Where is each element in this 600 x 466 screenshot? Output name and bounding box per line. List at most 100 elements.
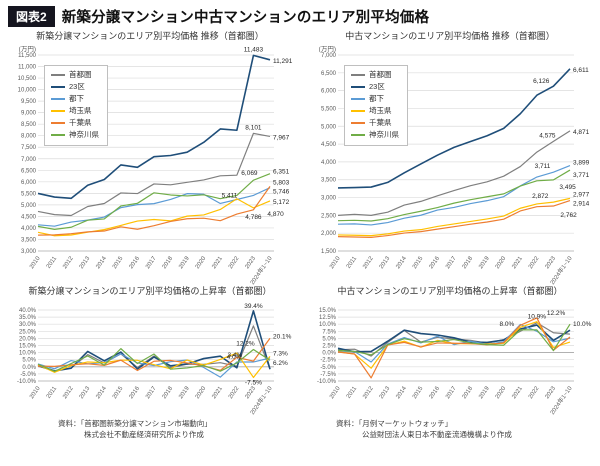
chart-title-new-price: 新築分譲マンションのエリア別平均価格 推移（首都圏） (36, 31, 264, 41)
chart-title-used-price: 中古マンションのエリア別平均価格 推移（首都圏） (345, 31, 555, 41)
legend-swatch (51, 86, 65, 89)
y-tick-label: 7,000 (321, 53, 337, 59)
x-tick-label: 2018 (462, 385, 475, 400)
x-tick-label: 2015 (112, 385, 125, 400)
x-tick-label: 2010 (29, 385, 42, 400)
x-tick-label: 2015 (412, 255, 425, 270)
x-tick-label: 2019 (478, 385, 491, 400)
series-line-千葉県 (37, 186, 271, 236)
chart-legend: 首都圏 23区 都下 埼玉県 千葉県 神奈川県 (44, 65, 108, 146)
y-tick-label: 5,000 (321, 124, 337, 130)
footnote-left-line2: 株式会社不動産経済研究所より作成 (84, 429, 204, 439)
used-price-line-chart: 1,500 2,000 2,500 3,000 3,500 4,000 4,500 5,000… (302, 43, 598, 286)
y-tick-label: 2,500 (321, 213, 337, 219)
legend-item: 都下 (351, 93, 399, 105)
x-tick-label: 2017 (145, 385, 158, 400)
legend-item: 神奈川県 (51, 129, 99, 141)
x-tick-label: 2010 (329, 255, 342, 270)
data-label: 3,711 (535, 163, 551, 170)
x-tick-label: 2023 (244, 385, 257, 400)
y-tick-label: 11,500 (18, 53, 37, 59)
new-price-svg: 3,000 3,500 4,000 4,500 5,000 5,500 6,000 6,500… (18, 45, 293, 286)
legend-swatch (51, 110, 65, 113)
x-tick-label: 2022 (528, 385, 541, 400)
data-label: 3,495 (559, 184, 576, 191)
data-label: 5,746 (273, 189, 290, 196)
legend-swatch (51, 134, 65, 137)
y-tick-label: 10,500 (18, 76, 37, 82)
data-label: 12.2% (547, 310, 566, 317)
y-tick-label: 5,000 (21, 203, 37, 209)
y-tick-label: 0.0% (322, 351, 336, 357)
series-line-神奈川県 (37, 348, 271, 372)
legend-label: 神奈川県 (69, 130, 99, 139)
x-tick-label: 2011 (346, 255, 359, 270)
data-label: 2,872 (532, 193, 549, 200)
y-axis-unit: (万円) (19, 45, 36, 53)
new-rate-line-chart: -10.0% -5.0% 0.0% 5.0% 10.0% 15.0% 20.0% 25.0% 3… (2, 298, 298, 416)
x-tick-label: 2020 (195, 255, 208, 270)
legend-label: 都下 (369, 94, 384, 103)
data-label: 3,899 (573, 160, 590, 167)
y-tick-label: 6,500 (21, 168, 37, 174)
y-tick-label: 11,000 (18, 65, 37, 71)
y-tick-label: 2.5% (322, 344, 336, 350)
data-label: 10.0% (573, 321, 592, 328)
legend-item: 千葉県 (351, 117, 399, 129)
legend-item: 首都圏 (51, 69, 99, 81)
legend-label: 23区 (369, 82, 385, 91)
legend-swatch (51, 74, 65, 77)
legend-swatch (351, 134, 365, 137)
legend-label: 首都圏 (69, 70, 92, 79)
data-label: -7.5% (245, 379, 262, 386)
x-tick-label: 2016 (428, 255, 441, 270)
legend-item: 神奈川県 (351, 129, 399, 141)
y-tick-label: 15.0% (319, 308, 337, 314)
footnotes: 資料：「首都圏新築分譲マンション市場動向」 株式会社不動産経済研究所より作成 資… (0, 419, 600, 441)
y-tick-label: 40.0% (19, 308, 37, 314)
series-line-都下 (337, 164, 571, 226)
legend-swatch (51, 122, 65, 125)
series-line-埼玉県 (337, 197, 571, 237)
legend-swatch (351, 110, 365, 113)
y-tick-label: 5,500 (321, 106, 337, 112)
legend-label: 都下 (69, 94, 84, 103)
legend-label: 首都圏 (369, 70, 392, 79)
data-label: 39.4% (244, 303, 263, 310)
data-label: 2,762 (560, 212, 577, 219)
series-line-23区 (37, 310, 271, 372)
x-tick-label: 2014 (395, 255, 408, 270)
x-tick-label: 2013 (379, 385, 392, 400)
series-line-都下 (37, 187, 271, 227)
y-tick-label: 3,500 (321, 178, 337, 184)
series-line-23区 (337, 68, 571, 189)
x-tick-label: 2019 (478, 255, 491, 270)
series-line-神奈川県 (337, 169, 571, 222)
legend-item: 23区 (51, 81, 99, 93)
x-tick-label: 2016 (128, 385, 141, 400)
legend-label: 神奈川県 (369, 130, 399, 139)
data-label: 5,172 (273, 199, 290, 206)
x-tick-label: 2017 (445, 255, 458, 270)
y-tick-label: 35.0% (19, 315, 37, 321)
y-tick-label: 15.0% (19, 344, 37, 350)
y-tick-label: 6,500 (321, 71, 337, 77)
x-tick-label: 2013 (79, 385, 92, 400)
x-tick-label: 2014 (395, 385, 408, 400)
y-tick-label: 7.5% (322, 329, 336, 335)
y-tick-label: 25.0% (19, 329, 37, 335)
x-tick-label: 2022 (528, 255, 541, 270)
used-rate-line-chart: -10.0% -7.5% -5.0% -2.5% 0.0% 2.5% 5.0% 7.5% 10.… (302, 298, 598, 416)
legend-swatch (351, 86, 365, 89)
y-tick-label: -2.5% (320, 358, 336, 364)
y-tick-label: 4,500 (321, 142, 337, 148)
y-tick-label: 10.0% (19, 351, 37, 357)
y-tick-label: 5.0% (22, 358, 36, 364)
footnote-left: 資料：「首都圏新築分譲マンション市場動向」 株式会社不動産経済研究所より作成 (0, 419, 300, 441)
x-tick-label: 2019 (178, 255, 191, 270)
legend-label: 23区 (69, 82, 85, 91)
data-label: 6,069 (241, 170, 258, 177)
legend-swatch (51, 98, 65, 101)
y-tick-label: 8,500 (21, 122, 37, 128)
